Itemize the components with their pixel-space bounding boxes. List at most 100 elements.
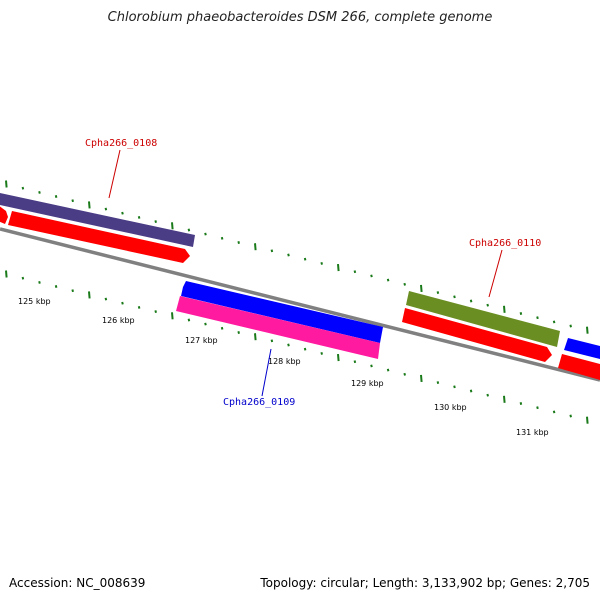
inner-tick-minor: [121, 301, 124, 305]
inner-tick-minor: [536, 406, 539, 410]
outer-tick-minor: [54, 195, 58, 198]
scale-label-128: 128 kbp: [268, 357, 301, 366]
inner-tick-minor: [287, 343, 290, 347]
outer-tick-minor: [453, 295, 456, 299]
inner-tick-major: [254, 333, 257, 341]
outer-tick-minor: [486, 303, 489, 307]
inner-tick-minor: [403, 372, 406, 376]
outer-tick-major: [586, 326, 589, 334]
outer-tick-minor: [21, 186, 25, 190]
inner-tick-minor: [270, 339, 274, 343]
outer-tick-minor: [187, 228, 191, 232]
gene-label-0110[interactable]: Cpha266_0110: [469, 238, 541, 249]
outer-tick-minor: [386, 278, 390, 282]
inner-tick-minor: [38, 280, 41, 284]
inner-tick-major: [420, 374, 423, 382]
outer-tick-major: [88, 201, 91, 209]
gene-cpha266-0108[interactable]: [0, 193, 195, 247]
cds-arrow-left-edge[interactable]: [0, 205, 8, 224]
inner-tick-minor: [154, 310, 157, 314]
outer-tick-minor: [71, 199, 74, 203]
map-title: Chlorobium phaeobacteroides DSM 266, com…: [107, 10, 493, 25]
gene-cpha266-0110[interactable]: [406, 291, 560, 347]
outer-tick-major: [5, 180, 8, 188]
outer-tick-major: [503, 305, 506, 313]
inner-tick-minor: [137, 305, 141, 309]
outer-tick-minor: [519, 312, 523, 315]
inner-tick-minor: [187, 318, 191, 322]
inner-tick-minor: [204, 322, 207, 326]
outer-tick-minor: [469, 299, 473, 303]
outer-tick-minor: [137, 215, 141, 219]
outer-tick-minor: [104, 207, 108, 211]
inner-tick-major: [171, 312, 174, 320]
genome-backbone: [0, 227, 600, 382]
inner-tick-minor: [519, 402, 523, 405]
cds-0108[interactable]: [8, 211, 190, 263]
scale-label-130: 130 kbp: [434, 403, 467, 412]
outer-tick-minor: [320, 261, 323, 265]
outer-tick-major: [254, 243, 257, 251]
gene-label-0109[interactable]: Cpha266_0109: [223, 397, 295, 408]
callout-line-0109: [261, 348, 272, 397]
inner-tick-minor: [453, 385, 456, 389]
inner-tick-major: [5, 270, 8, 278]
outer-tick-minor: [270, 249, 274, 253]
inner-tick-minor: [220, 326, 224, 330]
inner-tick-major: [88, 291, 91, 299]
outer-tick-minor: [569, 324, 572, 328]
outer-tick-track: [5, 180, 589, 334]
inner-tick-minor: [303, 347, 307, 351]
inner-tick-track: [5, 270, 589, 424]
outer-tick-minor: [403, 282, 406, 286]
inner-tick-minor: [486, 393, 489, 397]
outer-tick-minor: [436, 291, 440, 295]
inner-tick-major: [337, 354, 340, 362]
inner-tick-minor: [469, 389, 473, 393]
outer-tick-minor: [536, 316, 539, 320]
cds-right-edge-reverse[interactable]: [558, 354, 600, 380]
inner-tick-minor: [54, 285, 58, 288]
outer-tick-minor: [552, 320, 556, 324]
outer-tick-major: [420, 284, 423, 292]
inner-tick-minor: [552, 410, 556, 414]
inner-tick-minor: [320, 351, 323, 355]
outer-tick-minor: [287, 253, 290, 257]
outer-tick-minor: [220, 236, 224, 240]
inner-tick-minor: [21, 276, 25, 280]
outer-tick-minor: [237, 241, 240, 244]
inner-tick-major: [503, 395, 506, 403]
gene-label-0108[interactable]: Cpha266_0108: [85, 138, 157, 149]
scale-label-125: 125 kbp: [18, 297, 51, 306]
topology-summary: Topology: circular; Length: 3,133,902 bp…: [260, 576, 590, 590]
outer-tick-minor: [353, 270, 357, 274]
inner-tick-minor: [569, 414, 572, 418]
inner-tick-major: [586, 416, 589, 424]
gene-cpha266-0109[interactable]: [176, 296, 380, 359]
scale-label-129: 129 kbp: [351, 379, 384, 388]
outer-tick-minor: [204, 232, 207, 236]
inner-tick-minor: [386, 368, 390, 372]
inner-tick-minor: [71, 289, 74, 293]
outer-tick-minor: [121, 211, 124, 215]
callout-line-0108: [108, 149, 121, 199]
outer-tick-minor: [154, 220, 157, 224]
accession-text: Accession: NC_008639: [9, 576, 146, 590]
cds-0110[interactable]: [402, 308, 552, 362]
inner-tick-minor: [370, 364, 373, 368]
outer-tick-minor: [38, 190, 41, 194]
scale-label-126: 126 kbp: [102, 316, 135, 325]
inner-tick-minor: [104, 297, 108, 301]
outer-tick-major: [337, 264, 340, 272]
cds-0109-forward[interactable]: [181, 281, 383, 343]
inner-tick-minor: [237, 331, 240, 334]
outer-tick-minor: [370, 274, 373, 278]
outer-tick-minor: [303, 257, 307, 261]
cds-right-edge-forward[interactable]: [564, 338, 600, 359]
inner-tick-minor: [436, 381, 440, 385]
outer-tick-major: [171, 222, 174, 230]
callout-line-0110: [488, 249, 503, 298]
scale-label-127: 127 kbp: [185, 336, 218, 345]
